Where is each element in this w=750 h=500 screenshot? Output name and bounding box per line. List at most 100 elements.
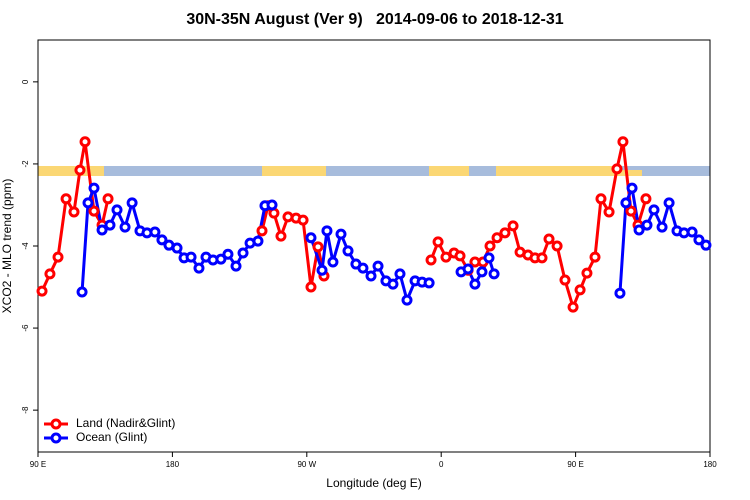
point (483, 252, 495, 264)
point (686, 226, 698, 238)
point (297, 214, 309, 226)
legend-label: Land (Nadir&Glint) (76, 416, 175, 430)
point (488, 268, 500, 280)
x-tick-label: 180 (703, 460, 717, 469)
point (237, 247, 249, 259)
plot-frame (37, 39, 711, 453)
land-band (262, 166, 326, 176)
point (185, 251, 197, 263)
chart-title: 30N-35N August (Ver 9) 2014-09-06 to 201… (186, 11, 563, 28)
point (312, 241, 324, 253)
point (156, 234, 168, 246)
point (491, 232, 503, 244)
point (648, 204, 660, 216)
y-tick-label: -6 (21, 324, 30, 332)
point (640, 193, 652, 205)
y-tick-label: -8 (21, 406, 30, 414)
legend-label: Ocean (Glint) (76, 430, 147, 444)
point (266, 199, 278, 211)
legend-marker (50, 418, 62, 430)
point (387, 278, 399, 290)
point (656, 221, 668, 233)
point (543, 233, 555, 245)
x-tick-label: 90 W (297, 460, 316, 469)
point (76, 286, 88, 298)
point (111, 204, 123, 216)
point (327, 256, 339, 268)
point (484, 240, 496, 252)
point (88, 205, 100, 217)
point (79, 136, 91, 148)
point (104, 219, 116, 231)
point (536, 252, 548, 264)
point (305, 281, 317, 293)
point (149, 226, 161, 238)
point (193, 262, 205, 274)
y-tick-label: -4 (21, 242, 30, 250)
point (603, 206, 615, 218)
x-tick-label: 90 E (30, 460, 46, 469)
x-tick-label: 90 E (567, 460, 583, 469)
point (52, 251, 64, 263)
point (589, 251, 601, 263)
point (469, 278, 481, 290)
point (499, 227, 511, 239)
point (401, 294, 413, 306)
point (641, 219, 653, 231)
point (102, 193, 114, 205)
y-tick-label: -2 (21, 160, 30, 168)
y-tick-label: 0 (21, 79, 30, 84)
point (693, 234, 705, 246)
point (574, 284, 586, 296)
point (126, 197, 138, 209)
point (423, 277, 435, 289)
point (230, 260, 242, 272)
point (626, 182, 638, 194)
land-ocean-band (38, 166, 710, 176)
point (551, 240, 563, 252)
point (215, 253, 227, 265)
point (581, 267, 593, 279)
point (36, 285, 48, 297)
point (476, 266, 488, 278)
point (700, 239, 712, 251)
point (119, 221, 131, 233)
point (462, 263, 474, 275)
y-axis-label: XCO2 - MLO trend (ppm) (0, 179, 14, 314)
point (617, 136, 629, 148)
land-band (429, 166, 469, 176)
point (625, 205, 637, 217)
ocean-band (38, 166, 710, 176)
point (252, 235, 264, 247)
point (275, 230, 287, 242)
land-band (38, 166, 104, 176)
land-band (496, 166, 616, 176)
point (663, 197, 675, 209)
point (96, 224, 108, 236)
x-axis-label: Longitude (deg E) (326, 476, 421, 490)
x-tick-label: 180 (166, 460, 180, 469)
point (357, 262, 369, 274)
x-tick-label: 0 (439, 460, 444, 469)
point (440, 251, 452, 263)
point (614, 287, 626, 299)
point (74, 164, 86, 176)
point (365, 270, 377, 282)
legend-marker (50, 432, 62, 444)
point (44, 268, 56, 280)
point (316, 264, 328, 276)
point (633, 224, 645, 236)
point (171, 242, 183, 254)
point (321, 225, 333, 237)
point (425, 254, 437, 266)
point (559, 274, 571, 286)
point (611, 163, 623, 175)
point (454, 250, 466, 262)
point (342, 245, 354, 257)
point (222, 248, 234, 260)
point (256, 225, 268, 237)
point (82, 197, 94, 209)
point (88, 182, 100, 194)
